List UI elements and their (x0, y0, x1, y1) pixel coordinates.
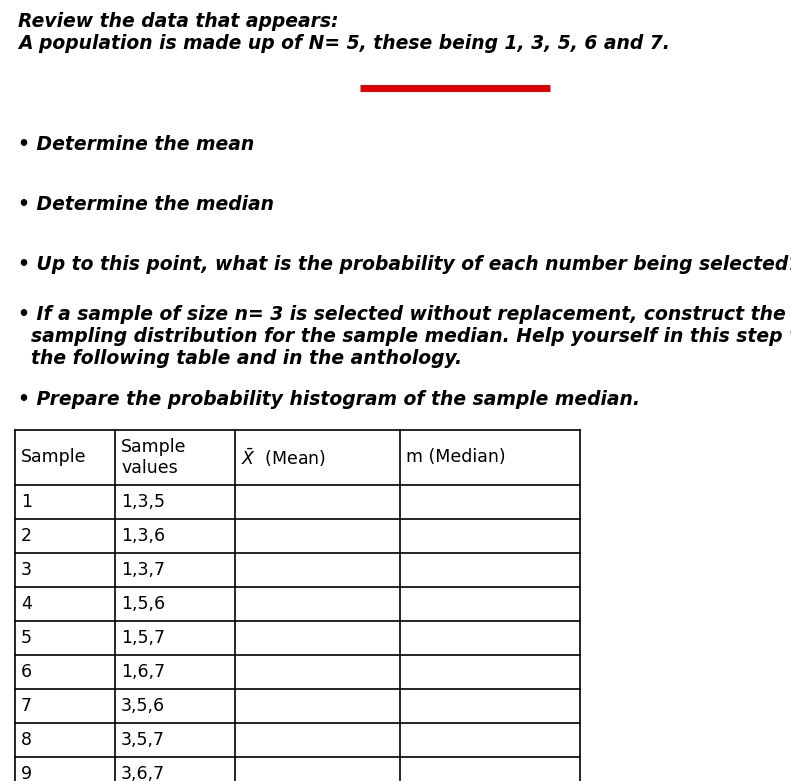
Text: 9: 9 (21, 765, 32, 781)
Text: Sample: Sample (21, 448, 86, 466)
Text: • Up to this point, what is the probability of each number being selected?: • Up to this point, what is the probabil… (18, 255, 791, 274)
Text: • Prepare the probability histogram of the sample median.: • Prepare the probability histogram of t… (18, 390, 640, 409)
Text: 1,3,6: 1,3,6 (121, 527, 165, 545)
Text: • If a sample of size n= 3 is selected without replacement, construct the
  samp: • If a sample of size n= 3 is selected w… (18, 305, 791, 368)
Text: 1,3,7: 1,3,7 (121, 561, 165, 579)
Text: 3,5,7: 3,5,7 (121, 731, 165, 749)
Text: A population is made up of N= 5, these being 1, 3, 5, 6 and 7.: A population is made up of N= 5, these b… (18, 34, 670, 53)
Text: 1: 1 (21, 493, 32, 511)
Text: 8: 8 (21, 731, 32, 749)
Text: 3: 3 (21, 561, 32, 579)
Text: $\bar{X}$  (Mean): $\bar{X}$ (Mean) (241, 446, 326, 469)
Text: 4: 4 (21, 595, 32, 613)
Text: 1,5,7: 1,5,7 (121, 629, 165, 647)
Text: 3,5,6: 3,5,6 (121, 697, 165, 715)
Text: Sample
values: Sample values (121, 438, 187, 477)
Text: 1,5,6: 1,5,6 (121, 595, 165, 613)
Text: 1,3,5: 1,3,5 (121, 493, 165, 511)
Text: 6: 6 (21, 663, 32, 681)
Text: m (Median): m (Median) (406, 448, 505, 466)
Text: 5: 5 (21, 629, 32, 647)
Text: 7: 7 (21, 697, 32, 715)
Text: 1,6,7: 1,6,7 (121, 663, 165, 681)
Text: Review the data that appears:: Review the data that appears: (18, 12, 339, 31)
Text: • Determine the mean: • Determine the mean (18, 135, 254, 154)
Text: 3,6,7: 3,6,7 (121, 765, 165, 781)
Text: • Determine the median: • Determine the median (18, 195, 274, 214)
Text: 2: 2 (21, 527, 32, 545)
